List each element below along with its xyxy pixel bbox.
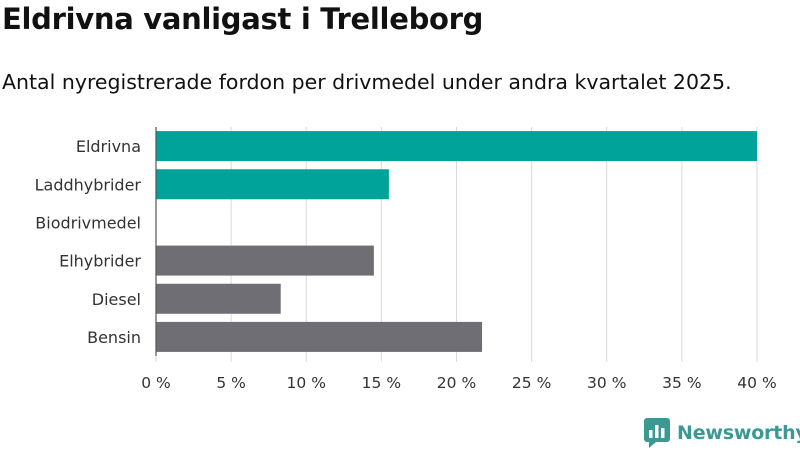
category-label: Elhybrider (59, 252, 141, 271)
chart-title: Eldrivna vanligast i Trelleborg (2, 2, 484, 36)
bar (156, 169, 389, 200)
x-tick-label: 30 % (587, 374, 626, 392)
x-tick-label: 20 % (437, 374, 476, 392)
bar (156, 283, 281, 314)
x-tick-label: 35 % (662, 374, 701, 392)
bar (156, 245, 374, 276)
x-tick-label: 25 % (512, 374, 551, 392)
category-label: Diesel (92, 290, 141, 309)
x-tick-label: 0 % (141, 374, 171, 392)
newsworthy-logo-icon (644, 418, 670, 448)
category-label: Biodrivmedel (35, 213, 141, 232)
x-tick-label: 5 % (216, 374, 246, 392)
category-label: Eldrivna (76, 137, 141, 156)
x-tick-label: 15 % (362, 374, 401, 392)
bar (156, 131, 757, 162)
category-label: Bensin (87, 328, 141, 347)
x-tick-label: 40 % (737, 374, 776, 392)
newsworthy-logo: Newsworthy (644, 418, 800, 448)
newsworthy-logo-text: Newsworthy (677, 422, 800, 444)
x-tick-label: 10 % (287, 374, 326, 392)
bar (156, 321, 483, 352)
category-label: Laddhybrider (35, 175, 142, 194)
chart-subtitle: Antal nyregistrerade fordon per drivmede… (2, 70, 732, 94)
